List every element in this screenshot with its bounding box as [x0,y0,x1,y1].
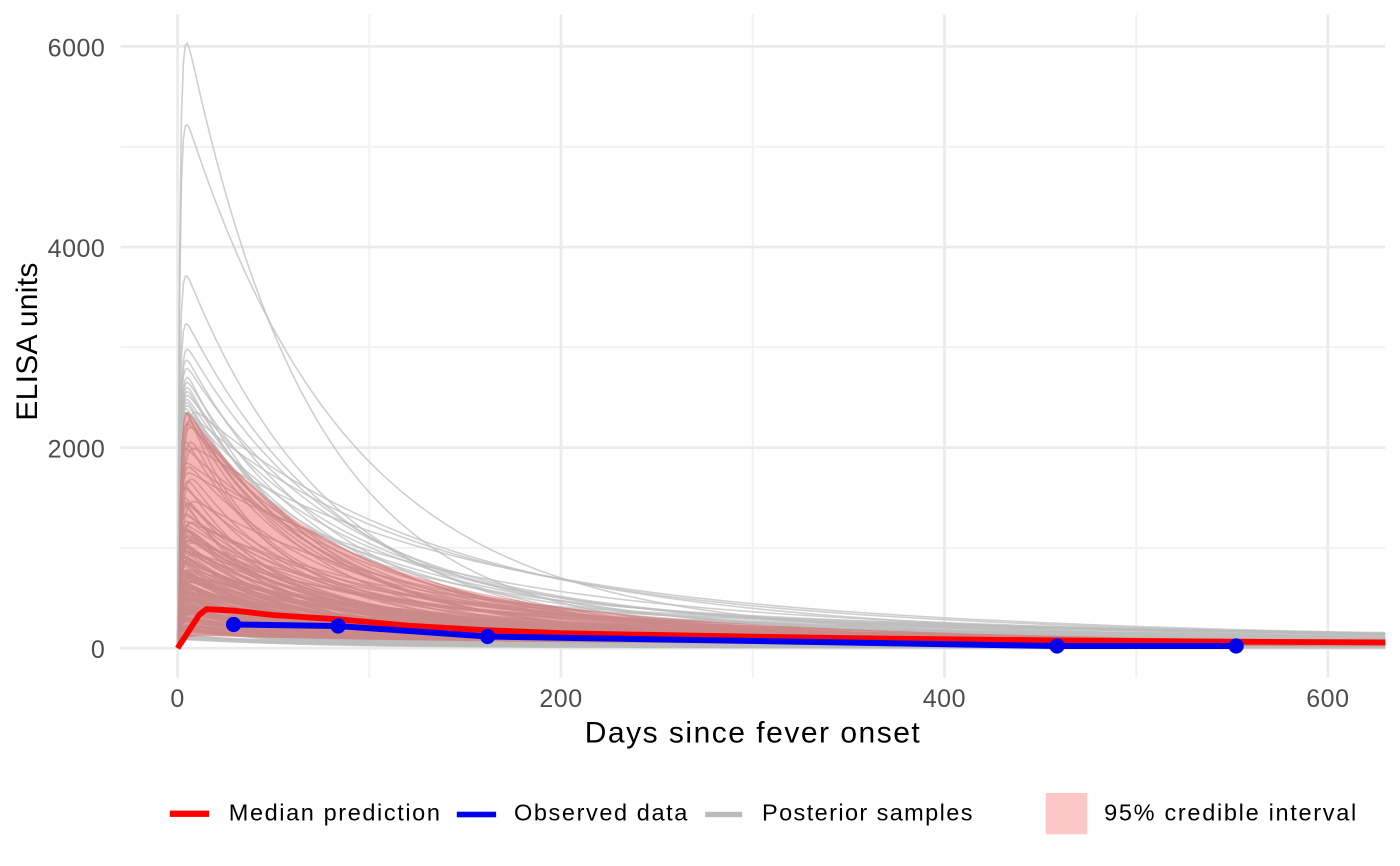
svg-text:400: 400 [923,685,966,713]
svg-text:0: 0 [91,636,105,664]
svg-text:Posterior samples: Posterior samples [762,800,974,826]
svg-text:200: 200 [539,685,582,713]
svg-text:Observed data: Observed data [514,800,689,826]
svg-text:Days since fever onset: Days since fever onset [585,717,921,750]
svg-text:95% credible interval: 95% credible interval [1104,800,1358,826]
svg-text:2000: 2000 [48,436,106,464]
svg-text:600: 600 [1306,685,1349,713]
svg-text:0: 0 [170,685,184,713]
svg-text:6000: 6000 [48,34,106,62]
svg-text:Median prediction: Median prediction [229,800,442,826]
svg-text:ELISA units: ELISA units [11,262,44,420]
svg-text:4000: 4000 [48,235,106,263]
